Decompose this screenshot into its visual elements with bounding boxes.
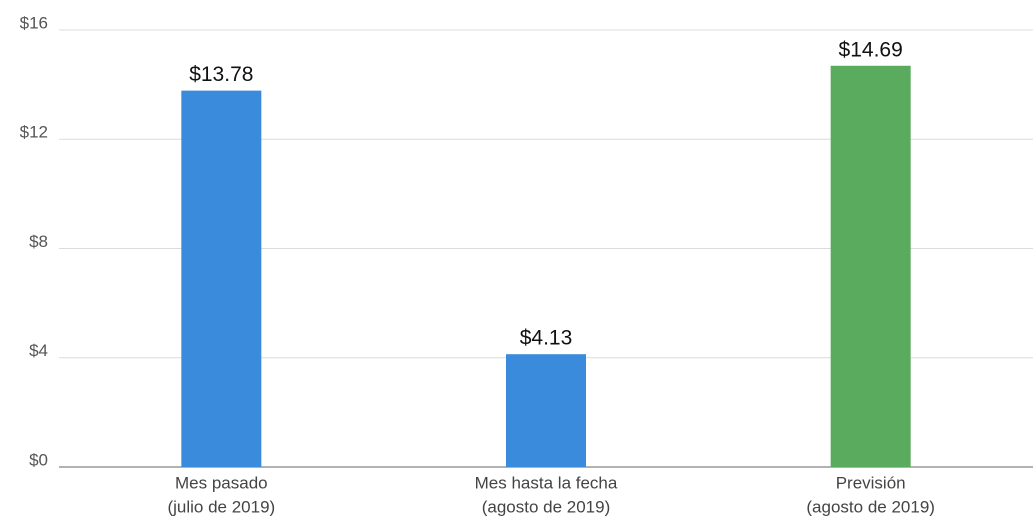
x-tick-label: Mes pasado [175, 473, 268, 492]
x-tick-label: Mes hasta la fecha [475, 473, 618, 492]
bar [830, 65, 911, 468]
x-tick-label: (agosto de 2019) [482, 497, 611, 516]
bar [506, 354, 586, 467]
data-label: $4.13 [520, 327, 573, 350]
x-tick-label: (agosto de 2019) [806, 497, 935, 516]
y-tick-label: $12 [20, 123, 48, 142]
data-label: $13.78 [189, 63, 253, 86]
bar [181, 90, 262, 467]
x-tick-label: Previsión [836, 473, 906, 492]
data-label: $14.69 [839, 38, 903, 61]
y-tick-label: $0 [29, 450, 48, 469]
x-tick-label: (julio de 2019) [167, 497, 275, 516]
y-tick-label: $16 [20, 13, 48, 32]
y-tick-label: $4 [29, 341, 48, 360]
y-tick-label: $8 [29, 232, 48, 251]
